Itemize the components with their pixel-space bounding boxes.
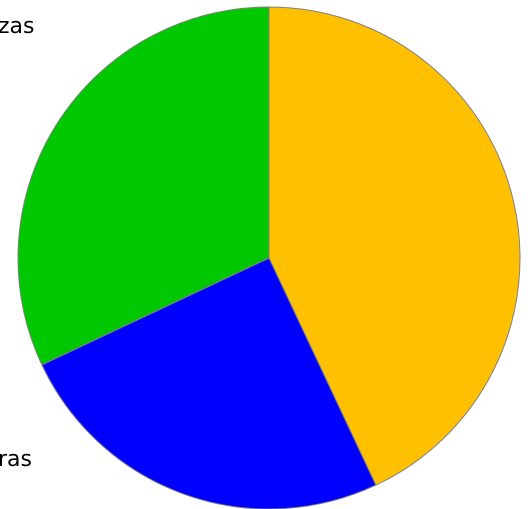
- pie-slice-2: [17, 6, 270, 366]
- pie-slice-1: [41, 257, 377, 509]
- slice-label-fragment-bottom: ras: [0, 447, 32, 472]
- pie-slice-0: [268, 6, 521, 486]
- slice-label-fragment-top: zas: [0, 14, 35, 39]
- pie-slices: [17, 6, 521, 509]
